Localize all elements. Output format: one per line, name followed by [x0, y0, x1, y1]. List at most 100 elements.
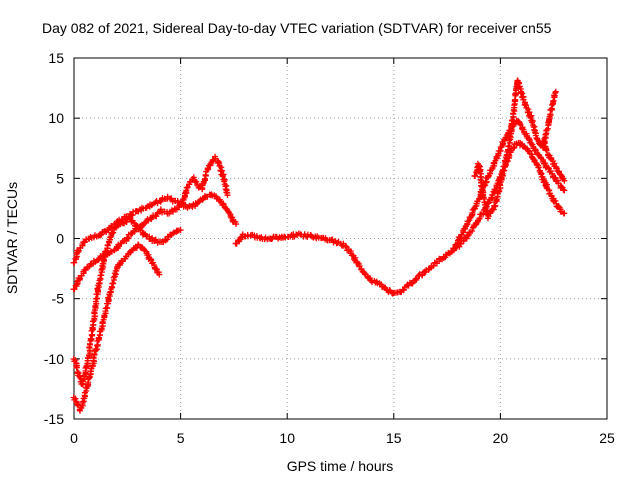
- x-tick-label: 10: [279, 430, 295, 446]
- series-track-e: [232, 139, 568, 297]
- data-point: [464, 233, 471, 240]
- data-point: [192, 200, 199, 207]
- data-point: [510, 145, 517, 152]
- data-point: [224, 192, 231, 199]
- data-point: [485, 213, 492, 220]
- y-tick-label: 15: [48, 50, 64, 66]
- data-point: [98, 272, 105, 279]
- series-track-a: [70, 191, 240, 266]
- data-point: [168, 195, 175, 202]
- data-point: [451, 245, 458, 252]
- data-point: [110, 280, 117, 287]
- y-tick-label: -10: [44, 351, 64, 367]
- y-tick-label: -15: [44, 411, 64, 427]
- data-point: [74, 401, 81, 408]
- data-point: [110, 274, 117, 281]
- data-point: [342, 242, 349, 249]
- data-point: [329, 236, 336, 243]
- data-point: [524, 147, 531, 154]
- data-point: [358, 265, 365, 272]
- data-point: [72, 357, 79, 364]
- data-point: [343, 243, 350, 250]
- data-point: [101, 313, 108, 320]
- data-point: [558, 183, 565, 190]
- data-point: [215, 158, 222, 165]
- data-point: [552, 88, 559, 95]
- data-point: [110, 229, 117, 236]
- y-tick-label: -5: [52, 291, 65, 307]
- tick-labels: 0 5 10 15 20 25 -15 -10 -5 0 5 10 15: [44, 50, 615, 446]
- y-tick-label: 0: [56, 231, 64, 247]
- data-point: [498, 175, 505, 182]
- data-point: [561, 210, 568, 217]
- data-point: [334, 239, 341, 246]
- data-point: [506, 143, 513, 150]
- x-tick-label: 15: [386, 430, 402, 446]
- data-point: [535, 164, 542, 171]
- data-point: [71, 286, 78, 293]
- data-point: [205, 165, 212, 172]
- x-axis-label: GPS time / hours: [287, 458, 394, 474]
- series-track-d: [70, 241, 163, 414]
- data-point: [552, 197, 559, 204]
- data-point: [543, 127, 550, 134]
- data-point: [489, 192, 496, 199]
- data-point: [77, 407, 84, 414]
- x-tick-label: 0: [70, 430, 78, 446]
- data-point: [506, 137, 513, 144]
- data-point: [561, 177, 568, 184]
- data-point: [107, 289, 114, 296]
- data-point: [157, 206, 164, 213]
- series-track-b: [70, 153, 231, 293]
- y-tick-label: 10: [48, 110, 64, 126]
- data-point: [556, 168, 563, 175]
- data-point: [92, 303, 99, 310]
- y-axis-label: SDTVAR / TECUs: [4, 182, 20, 294]
- data-point: [89, 331, 96, 338]
- data-point: [472, 172, 479, 179]
- data-point: [223, 189, 230, 196]
- x-tick-label: 20: [493, 430, 509, 446]
- data-point: [509, 117, 516, 123]
- data-point: [95, 256, 102, 263]
- data-point: [561, 187, 568, 194]
- data-point: [543, 147, 550, 154]
- data-point: [419, 272, 426, 279]
- x-tick-label: 25: [599, 430, 615, 446]
- data-point: [478, 182, 485, 189]
- data-point: [97, 232, 104, 239]
- data-point: [98, 266, 105, 273]
- data-point: [128, 218, 135, 225]
- data-point: [509, 123, 516, 130]
- data-point: [221, 178, 228, 185]
- data-point: [90, 355, 97, 362]
- x-tick-label: 5: [177, 430, 185, 446]
- data-point: [400, 286, 407, 293]
- data-point: [222, 186, 229, 193]
- data-point: [153, 213, 160, 220]
- data-point: [208, 191, 215, 198]
- grid: [74, 58, 607, 419]
- data-point: [71, 259, 78, 266]
- y-tick-label: 5: [56, 170, 64, 186]
- data-point: [542, 146, 549, 153]
- data-point: [469, 228, 476, 235]
- data-point: [548, 192, 555, 199]
- data-point: [530, 126, 537, 133]
- data-point: [199, 196, 206, 203]
- series-track-h: [539, 139, 568, 184]
- data-point: [461, 226, 468, 233]
- chart-title: Day 082 of 2021, Sidereal Day-to-day VTE…: [42, 20, 552, 36]
- series-track-c: [70, 215, 184, 388]
- data-point: [169, 230, 176, 237]
- data-point: [156, 271, 163, 278]
- data-point: [73, 364, 80, 371]
- data-point: [233, 221, 240, 228]
- data-point: [541, 140, 548, 147]
- data-point: [105, 295, 112, 302]
- data-point: [107, 234, 114, 241]
- data-point: [177, 227, 184, 234]
- data-point: [558, 172, 565, 179]
- series: [70, 77, 568, 414]
